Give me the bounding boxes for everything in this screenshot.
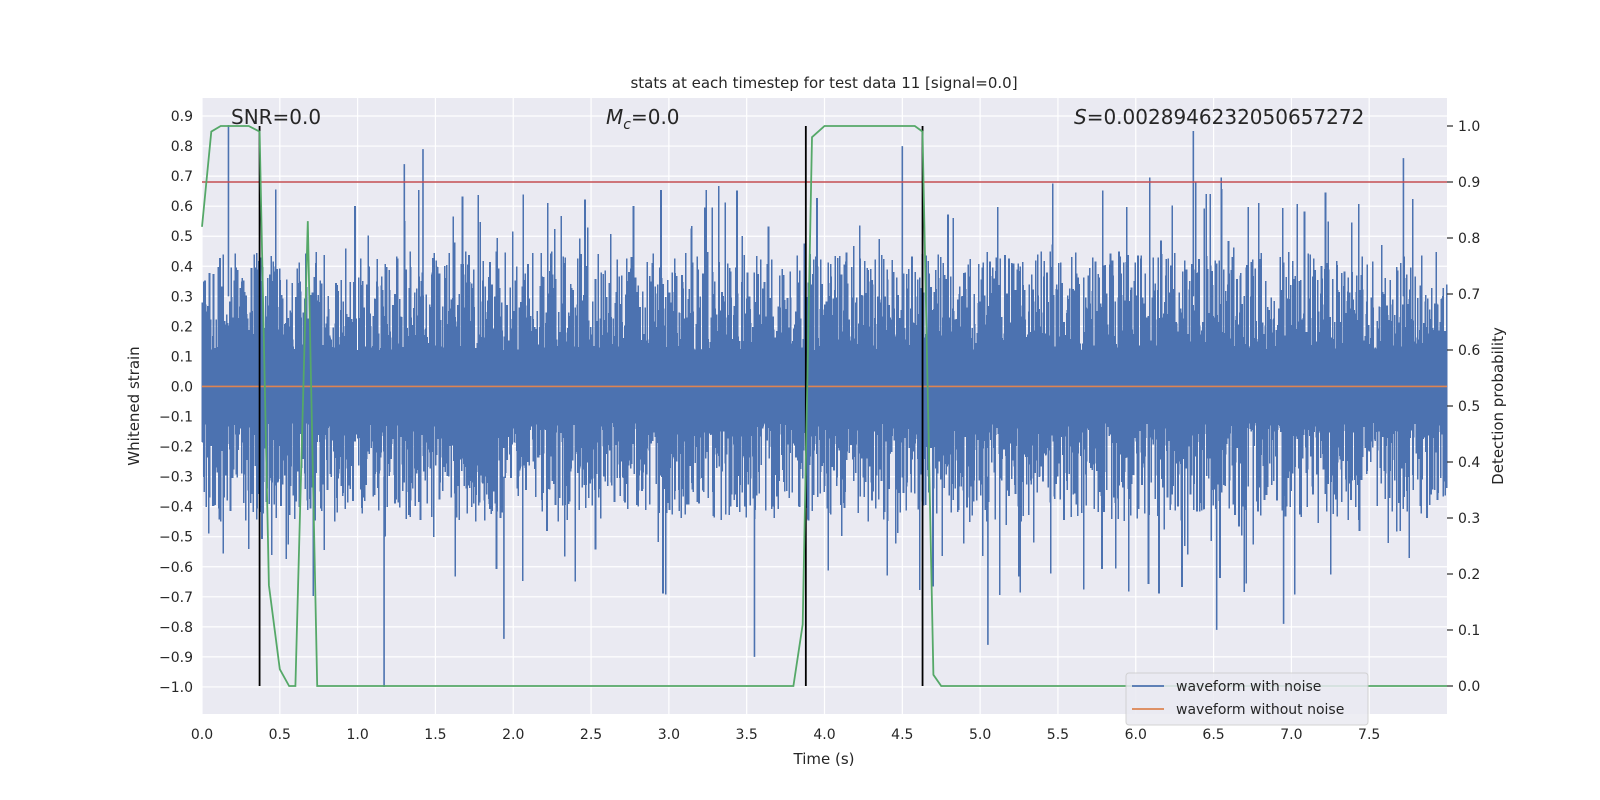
- mc-subscript: c: [623, 117, 631, 133]
- s-annotation: S=0.0028946232050657272: [1074, 105, 1364, 129]
- y-tick-label: −0.8: [159, 620, 193, 636]
- y-axis-label: Whitened strain: [125, 346, 143, 465]
- y-tick-label: −0.9: [159, 650, 193, 666]
- y2-tick-label: 0.0: [1458, 679, 1480, 695]
- y-tick-label: −0.3: [159, 470, 193, 486]
- x-tick-label: 1.0: [346, 727, 368, 743]
- x-axis-label: Time (s): [793, 750, 855, 768]
- x-tick-label: 6.5: [1202, 727, 1224, 743]
- y-axis-ticks: −1.0 −0.9 −0.8 −0.7 −0.6 −0.5 −0.4 −0.3 −0.2 −0.1…: [159, 109, 193, 696]
- y2-tick-label: 1.0: [1458, 119, 1480, 135]
- y-tick-label: 0.2: [171, 319, 193, 335]
- x-tick-label: 5.5: [1047, 727, 1069, 743]
- x-tick-label: 0.5: [269, 727, 291, 743]
- x-tick-label: 4.0: [813, 727, 835, 743]
- y-tick-label: −0.2: [159, 440, 193, 456]
- legend: waveform with noise waveform without noi…: [1125, 672, 1369, 726]
- chart-title: stats at each timestep for test data 11 …: [630, 74, 1017, 92]
- y-tick-label: −0.6: [159, 560, 193, 576]
- y2-tick-label: 0.9: [1458, 175, 1480, 191]
- y-tick-label: 0.5: [171, 229, 193, 245]
- y2-tick-label: 0.6: [1458, 343, 1480, 359]
- y-tick-label: −1.0: [159, 680, 193, 696]
- mc-annotation: Mc=0.0: [606, 105, 680, 133]
- x-tick-label: 3.5: [736, 727, 758, 743]
- y2-tick-label: 0.3: [1458, 511, 1480, 527]
- legend-label-clean: waveform without noise: [1176, 702, 1344, 718]
- y2-tick-label: 0.7: [1458, 287, 1480, 303]
- y2-tick-label: 0.2: [1458, 567, 1480, 583]
- y2-tick-label: 0.4: [1458, 455, 1480, 471]
- mc-value: =0.0: [631, 105, 680, 129]
- mc-symbol: M: [606, 105, 623, 129]
- s-symbol: S: [1074, 105, 1087, 129]
- snr-annotation: SNR=0.0: [231, 105, 321, 129]
- x-tick-label: 7.0: [1280, 727, 1302, 743]
- y2-axis-ticks: 0.0 0.1 0.2 0.3 0.4 0.5 0.6 0.7 0.8 0.9 1.0: [1447, 119, 1480, 695]
- y2-tick-label: 0.8: [1458, 231, 1480, 247]
- y-tick-label: 0.9: [171, 109, 193, 125]
- x-tick-label: 7.5: [1358, 727, 1380, 743]
- y-tick-label: −0.7: [159, 590, 193, 606]
- x-tick-label: 0.0: [191, 727, 213, 743]
- x-tick-label: 6.0: [1125, 727, 1147, 743]
- y-tick-label: 0.8: [171, 139, 193, 155]
- x-tick-label: 5.0: [969, 727, 991, 743]
- x-tick-label: 2.5: [580, 727, 602, 743]
- y-tick-label: 0.0: [171, 379, 193, 395]
- x-tick-label: 2.0: [502, 727, 524, 743]
- y-tick-label: 0.7: [171, 169, 193, 185]
- y-tick-label: −0.5: [159, 530, 193, 546]
- x-tick-label: 3.0: [658, 727, 680, 743]
- y-tick-label: 0.3: [171, 289, 193, 305]
- y-tick-label: 0.1: [171, 349, 193, 365]
- y-tick-label: 0.4: [171, 259, 193, 275]
- s-value: =0.0028946232050657272: [1087, 105, 1365, 129]
- legend-box: [1125, 672, 1369, 726]
- x-tick-label: 4.5: [891, 727, 913, 743]
- y-tick-label: 0.6: [171, 199, 193, 215]
- legend-label-noise: waveform with noise: [1176, 679, 1321, 695]
- y2-tick-label: 0.5: [1458, 399, 1480, 415]
- x-axis-ticks: 0.0 0.5 1.0 1.5 2.0 2.5 3.0 3.5 4.0 4.5 5.0 5.5 6.0 6…: [191, 727, 1380, 743]
- y2-tick-label: 0.1: [1458, 623, 1480, 639]
- detection-markers: [258, 126, 924, 686]
- y2-axis-label: Detection probability: [1489, 327, 1507, 485]
- y-tick-label: −0.1: [159, 410, 193, 426]
- x-tick-label: 1.5: [424, 727, 446, 743]
- y-tick-label: −0.4: [159, 500, 193, 516]
